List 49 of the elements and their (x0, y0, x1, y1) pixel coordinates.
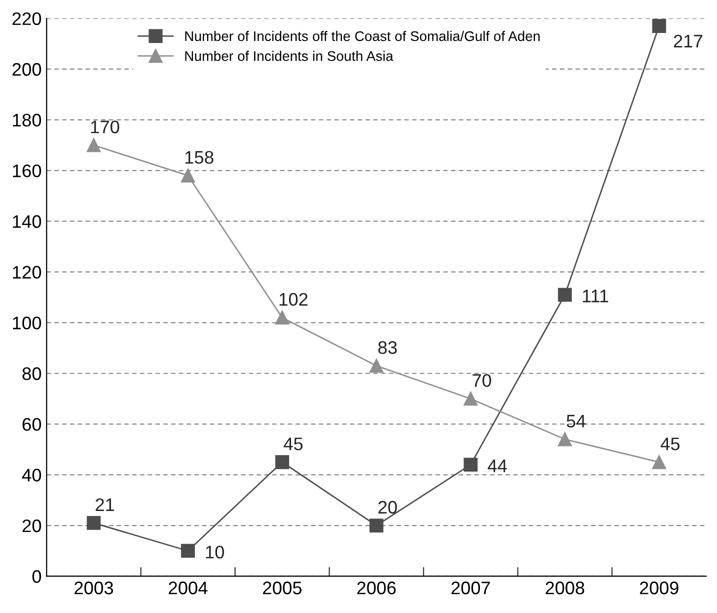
point (369, 518, 384, 532)
x-tick-label: 2003 (74, 582, 114, 594)
y-tick-label: 60 (22, 418, 42, 431)
data-label: 45 (660, 438, 680, 450)
point (652, 455, 666, 470)
y-tick-label: 20 (22, 519, 42, 532)
point (86, 138, 101, 152)
point (181, 168, 195, 183)
point (369, 358, 384, 373)
data-label: 102 (280, 292, 308, 306)
point (558, 432, 572, 446)
point (86, 516, 101, 530)
x-tick-label: 2004 (168, 582, 208, 594)
x-tick-label: 2009 (640, 582, 678, 594)
y-tick-label: 140 (13, 215, 42, 228)
y-tick-label: 0 (32, 570, 42, 583)
data-label: 54 (566, 414, 586, 428)
data-label: 44 (488, 460, 507, 472)
point (181, 544, 195, 558)
y-tick-label: 220 (12, 12, 42, 26)
data-label: 111 (582, 290, 608, 302)
point (558, 288, 572, 302)
point (464, 392, 478, 406)
data-label: 170 (91, 120, 120, 134)
data-label: 45 (284, 438, 303, 450)
legend-label: Number of Incidents off the Coast of Somalia/Gulf of Aden (185, 30, 540, 42)
x-tick-label: 2005 (263, 582, 302, 594)
data-label: 70 (472, 374, 492, 387)
y-tick-label: 120 (13, 266, 42, 279)
y-tick-label: 160 (13, 164, 42, 178)
y-tick-label: 100 (13, 316, 42, 330)
legend-label: Number of Incidents in South Asia (185, 50, 394, 61)
data-label: 10 (206, 546, 224, 558)
y-tick-label: 200 (12, 63, 42, 76)
data-label: 83 (378, 341, 397, 354)
point (275, 310, 290, 325)
y-tick-label: 40 (22, 468, 42, 482)
x-tick-label: 2008 (546, 582, 584, 594)
point (652, 19, 666, 33)
y-tick-label: 180 (13, 114, 42, 127)
y-tick-label: 80 (22, 367, 42, 380)
data-label: 20 (378, 500, 397, 514)
data-label: 158 (185, 150, 214, 164)
point (464, 458, 478, 472)
data-label: 21 (96, 498, 114, 511)
x-tick-label: 2006 (357, 582, 396, 594)
x-tick-label: 2007 (451, 582, 490, 594)
point (275, 455, 290, 470)
data-label: 217 (674, 34, 702, 48)
